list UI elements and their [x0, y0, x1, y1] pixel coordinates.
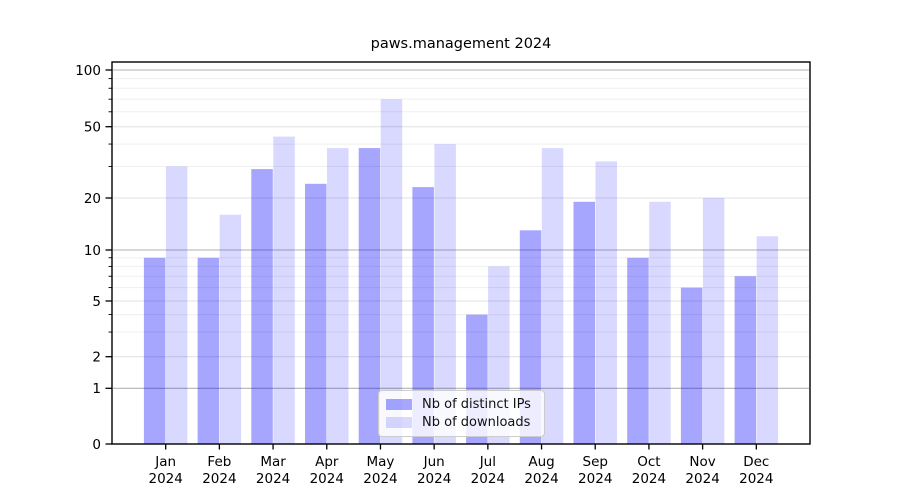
x-tick-label-month: Sep	[583, 454, 608, 470]
y-tick-label: 2	[92, 350, 101, 366]
x-tick-label-month: Mar	[260, 454, 286, 470]
legend-label-downloads: Nb of downloads	[422, 414, 531, 430]
y-tick-label: 100	[75, 63, 101, 79]
legend-swatch-downloads	[386, 417, 412, 428]
legend: Nb of distinct IPs Nb of downloads	[378, 390, 545, 437]
legend-label-distinct-ips: Nb of distinct IPs	[422, 396, 531, 412]
bar-downloads-jan	[165, 166, 188, 444]
x-tick-label-year: 2024	[310, 471, 344, 487]
bar-downloads-feb	[219, 214, 242, 444]
bar-distinct-ips-jun	[412, 187, 434, 444]
x-tick-label-month: Apr	[315, 454, 339, 470]
bar-distinct-ips-dec	[734, 276, 757, 444]
x-tick-label-month: Nov	[689, 454, 715, 470]
x-tick-label-month: Oct	[637, 454, 660, 470]
x-tick-label-year: 2024	[149, 471, 183, 487]
x-tick-label-month: May	[367, 454, 395, 470]
legend-item-downloads: Nb of downloads	[386, 414, 536, 430]
x-tick-label-month: Jul	[479, 454, 496, 470]
bar-downloads-aug	[541, 148, 564, 444]
x-tick-label-month: Feb	[207, 454, 231, 470]
x-tick-label-year: 2024	[685, 471, 719, 487]
bar-downloads-mar	[273, 136, 295, 444]
y-tick-label: 10	[84, 243, 101, 259]
y-tick-label: 20	[84, 191, 101, 207]
x-tick-label-month: Jan	[154, 454, 176, 470]
legend-item-distinct-ips: Nb of distinct IPs	[386, 396, 536, 412]
bar-downloads-sep	[595, 161, 617, 444]
bar-distinct-ips-oct	[627, 257, 649, 444]
y-tick-label: 1	[92, 381, 101, 397]
y-tick-label: 50	[84, 120, 101, 136]
x-tick-label-year: 2024	[202, 471, 236, 487]
x-tick-label-year: 2024	[524, 471, 558, 487]
x-tick-label-month: Aug	[528, 454, 554, 470]
bar-distinct-ips-apr	[305, 183, 327, 445]
bar-downloads-dec	[756, 236, 779, 444]
bar-downloads-apr	[327, 148, 349, 444]
x-tick-label-month: Dec	[743, 454, 769, 470]
x-tick-label-year: 2024	[363, 471, 397, 487]
bar-distinct-ips-sep	[573, 201, 595, 444]
chart-title: paws.management 2024	[370, 36, 552, 52]
x-tick-label-year: 2024	[578, 471, 612, 487]
bar-downloads-jun	[434, 144, 456, 444]
x-tick-label-year: 2024	[739, 471, 773, 487]
bar-downloads-nov	[702, 198, 725, 444]
y-tick-label: 5	[92, 294, 101, 310]
x-tick-label-year: 2024	[471, 471, 505, 487]
bar-distinct-ips-may	[358, 148, 381, 444]
plot-spines	[111, 61, 811, 445]
legend-swatch-distinct-ips	[386, 399, 412, 410]
bar-downloads-may	[380, 99, 403, 444]
y-tick-label: 0	[92, 437, 101, 453]
bar-distinct-ips-jan	[143, 257, 166, 444]
x-tick-label-year: 2024	[256, 471, 290, 487]
bar-distinct-ips-nov	[680, 287, 703, 444]
x-tick-label-month: Jun	[423, 454, 445, 470]
x-tick-label-year: 2024	[632, 471, 666, 487]
bar-downloads-oct	[649, 201, 671, 444]
bar-distinct-ips-mar	[251, 169, 273, 444]
x-tick-label-year: 2024	[417, 471, 451, 487]
bar-distinct-ips-feb	[197, 257, 220, 444]
